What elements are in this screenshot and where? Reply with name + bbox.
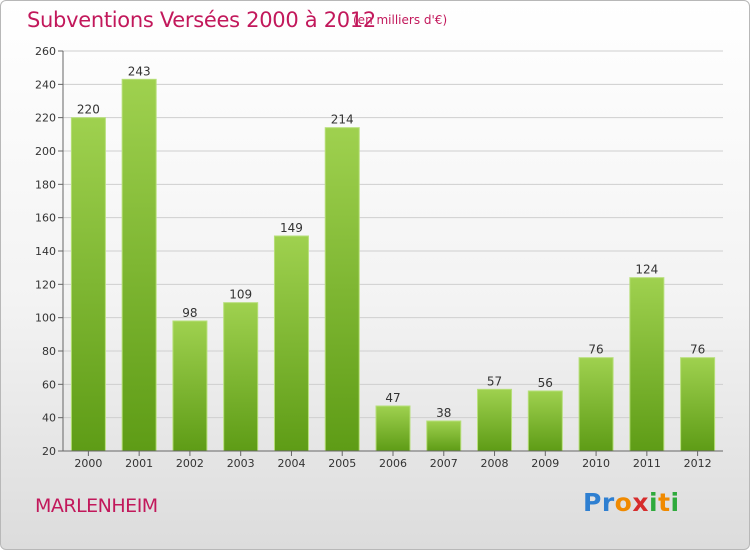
chart-subtitle: (en milliers d'€) bbox=[353, 13, 448, 27]
bar bbox=[578, 357, 614, 452]
commune-name: MARLENHEIM bbox=[35, 495, 158, 517]
bar bbox=[121, 78, 157, 452]
y-tick-label: 80 bbox=[42, 345, 56, 358]
bar bbox=[375, 405, 411, 452]
data-label: 109 bbox=[229, 288, 252, 302]
data-label: 47 bbox=[385, 391, 400, 405]
bar bbox=[324, 127, 360, 452]
data-label: 124 bbox=[635, 263, 658, 277]
bar bbox=[273, 235, 309, 452]
data-label: 38 bbox=[436, 406, 451, 420]
bar bbox=[527, 390, 563, 452]
y-tick-label: 40 bbox=[42, 412, 56, 425]
x-tick-label: 2008 bbox=[481, 457, 509, 470]
data-label: 98 bbox=[182, 306, 197, 320]
proxiti-logo: Proxiti bbox=[583, 488, 680, 517]
x-tick-label: 2002 bbox=[176, 457, 204, 470]
x-tick-label: 2007 bbox=[430, 457, 458, 470]
y-tick-label: 220 bbox=[35, 112, 56, 125]
x-tick-label: 2001 bbox=[125, 457, 153, 470]
data-label: 149 bbox=[280, 221, 303, 235]
x-axis: 2000 2001 2002 2003 2004 2005 2006 2007 2008 2009… bbox=[63, 450, 723, 470]
y-axis: 20 40 60 80 100 120 140 160 180 200 220 240 260 bbox=[35, 45, 64, 458]
data-label: 76 bbox=[588, 343, 603, 357]
x-tick-label: 2011 bbox=[633, 457, 661, 470]
y-tick-label: 260 bbox=[35, 45, 56, 58]
data-label: 243 bbox=[128, 64, 151, 78]
y-tick-label: 100 bbox=[35, 312, 56, 325]
x-tick-label: 2012 bbox=[684, 457, 712, 470]
data-label: 76 bbox=[690, 343, 705, 357]
data-label: 220 bbox=[77, 103, 100, 117]
bar bbox=[70, 117, 106, 452]
x-tick-label: 2005 bbox=[328, 457, 356, 470]
x-tick-label: 2009 bbox=[531, 457, 559, 470]
chart-title: Subventions Versées 2000 à 2012 bbox=[27, 8, 376, 32]
y-tick-label: 20 bbox=[42, 445, 56, 458]
x-tick-label: 2010 bbox=[582, 457, 610, 470]
bar bbox=[680, 357, 716, 452]
y-tick-label: 200 bbox=[35, 145, 56, 158]
x-tick-label: 2004 bbox=[277, 457, 305, 470]
x-tick-label: 2000 bbox=[74, 457, 102, 470]
bar bbox=[172, 320, 208, 452]
y-tick-label: 120 bbox=[35, 278, 56, 291]
x-tick-label: 2003 bbox=[227, 457, 255, 470]
y-tick-label: 140 bbox=[35, 245, 56, 258]
data-label: 56 bbox=[538, 376, 553, 390]
y-tick-label: 60 bbox=[42, 378, 56, 391]
x-tick-label: 2006 bbox=[379, 457, 407, 470]
y-tick-label: 180 bbox=[35, 178, 56, 191]
bar bbox=[629, 277, 665, 452]
bar bbox=[223, 302, 259, 452]
bar bbox=[426, 420, 462, 452]
bars: 220 243 98 109 149 214 47 38 57 56 76 124 76 bbox=[70, 64, 716, 452]
data-label: 214 bbox=[331, 113, 354, 127]
y-tick-label: 240 bbox=[35, 78, 56, 91]
y-tick-label: 160 bbox=[35, 212, 56, 225]
bar bbox=[477, 388, 513, 452]
data-label: 57 bbox=[487, 374, 502, 388]
